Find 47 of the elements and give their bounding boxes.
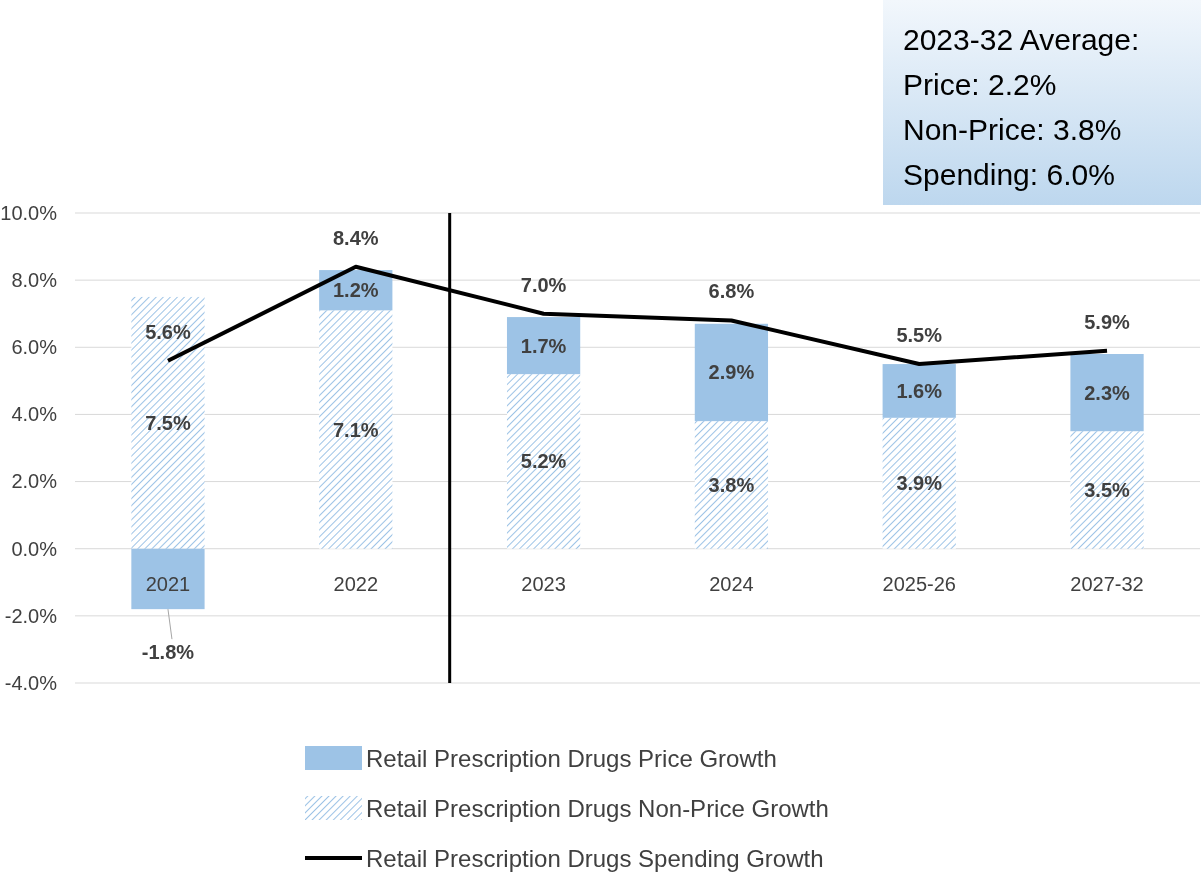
y-tick-label: -2.0% xyxy=(4,604,58,627)
y-tick-label: -4.0% xyxy=(4,671,58,694)
x-tick-label: 2023 xyxy=(521,572,566,595)
y-tick-label: 2.0% xyxy=(11,470,58,493)
bar xyxy=(319,310,393,549)
x-tick-label: 2025-26 xyxy=(882,572,956,595)
x-tick-label: 2021 xyxy=(145,572,191,595)
data-label: 6.8% xyxy=(708,280,755,303)
data-label: 8.4% xyxy=(332,226,379,249)
data-label: 2.3% xyxy=(1084,381,1131,404)
data-label: 7.1% xyxy=(332,418,379,441)
data-label: -1.8% xyxy=(141,641,195,664)
x-tick-label: 2022 xyxy=(333,572,379,595)
bar xyxy=(694,421,769,549)
bar xyxy=(882,364,956,418)
data-label: 3.5% xyxy=(1084,478,1131,501)
data-label: 3.9% xyxy=(896,472,943,495)
bar xyxy=(131,548,205,610)
bar xyxy=(506,374,581,549)
legend-label: Retail Prescription Drugs Non-Price Growth xyxy=(366,795,829,822)
bar xyxy=(1070,431,1144,549)
bar xyxy=(1070,354,1144,432)
bar xyxy=(882,417,956,549)
data-label: 5.2% xyxy=(520,450,567,473)
data-label: 1.7% xyxy=(520,334,567,357)
bar xyxy=(131,296,205,549)
data-label: 2.9% xyxy=(708,361,755,384)
data-label: 5.5% xyxy=(896,324,943,347)
x-tick-label: 2024 xyxy=(709,572,754,595)
data-label: 1.2% xyxy=(332,279,379,302)
x-tick-label: 2027-32 xyxy=(1070,572,1144,595)
bar xyxy=(694,323,769,422)
bar xyxy=(506,317,581,375)
y-tick-label: 8.0% xyxy=(11,269,58,292)
y-tick-label: 0.0% xyxy=(11,537,58,560)
legend-label: Retail Prescription Drugs Price Growth xyxy=(366,745,777,772)
y-tick-label: 6.0% xyxy=(11,336,58,359)
data-label: 5.6% xyxy=(145,320,191,343)
data-label: 5.9% xyxy=(1084,310,1131,333)
y-tick-label: 10.0% xyxy=(0,201,58,224)
data-label: 1.6% xyxy=(896,379,943,402)
legend-label: Retail Prescription Drugs Spending Growth xyxy=(366,845,824,872)
data-label: 3.8% xyxy=(708,473,755,496)
y-tick-label: 4.0% xyxy=(11,403,58,426)
text: 2023-32 Average: Price: 2.2% Non-Price: 3.8% Spending: 6.0% xyxy=(903,23,1140,191)
data-label: 7.5% xyxy=(145,411,191,434)
data-label: 7.0% xyxy=(520,273,567,296)
